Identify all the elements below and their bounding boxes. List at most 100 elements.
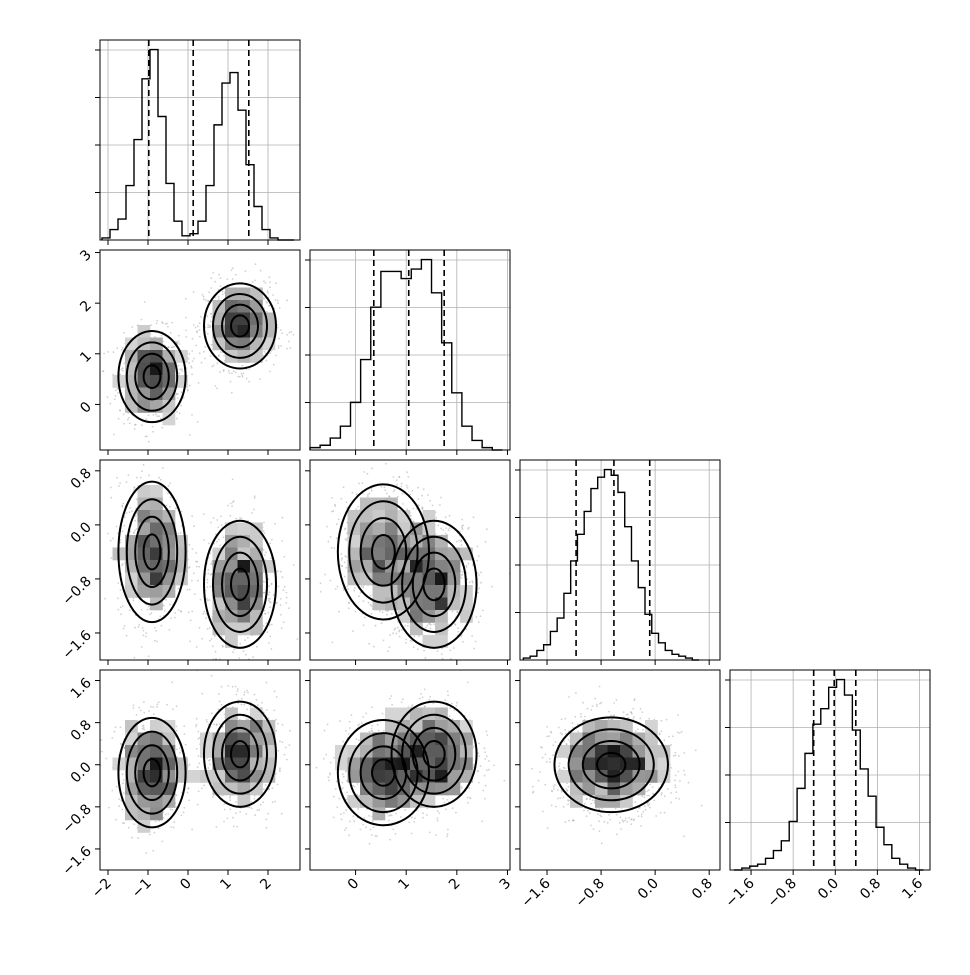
sample-point <box>143 635 145 637</box>
histogram-panel-0 <box>95 40 300 240</box>
sample-point <box>433 624 435 626</box>
sample-point <box>375 625 377 627</box>
sample-point <box>462 525 464 527</box>
sample-point <box>163 604 165 606</box>
sample-point <box>160 479 162 481</box>
sample-point <box>360 592 362 594</box>
sample-point <box>348 602 350 604</box>
sample-point <box>461 544 463 546</box>
sample-point <box>195 345 197 347</box>
sample-point <box>188 358 190 360</box>
sample-point <box>450 650 452 652</box>
sample-point <box>244 639 246 641</box>
sample-point <box>103 353 105 355</box>
sample-point <box>367 494 369 496</box>
sample-point <box>178 372 180 374</box>
sample-point <box>123 423 125 425</box>
sample-point <box>344 576 346 578</box>
sample-point <box>461 577 463 579</box>
sample-point <box>273 364 275 366</box>
sample-point <box>218 298 220 300</box>
sample-point <box>123 628 125 630</box>
sample-point <box>126 481 128 483</box>
sample-point <box>265 301 267 303</box>
sample-point <box>399 636 401 638</box>
sample-point <box>326 526 328 528</box>
sample-point <box>174 612 176 614</box>
sample-point <box>271 624 273 626</box>
sample-point <box>148 475 150 477</box>
sample-point <box>170 497 172 499</box>
sample-point <box>231 269 233 271</box>
sample-point <box>178 365 180 367</box>
sample-point <box>371 605 373 607</box>
sample-point <box>191 580 193 582</box>
sample-point <box>156 320 158 322</box>
sample-point <box>449 527 451 529</box>
sample-point <box>217 527 219 529</box>
sample-point <box>122 605 124 607</box>
sample-point <box>116 477 118 479</box>
sample-point <box>426 689 428 691</box>
sample-point <box>455 624 457 626</box>
sample-point <box>205 613 207 615</box>
sample-point <box>275 355 277 357</box>
sample-point <box>478 555 480 557</box>
sample-point <box>148 655 150 657</box>
sample-point <box>219 545 221 547</box>
sample-point <box>196 331 198 333</box>
sample-point <box>330 536 332 538</box>
sample-point <box>170 618 172 620</box>
sample-point <box>280 345 282 347</box>
sample-point <box>277 302 279 304</box>
sample-point <box>267 612 269 614</box>
sample-point <box>195 561 197 563</box>
sample-point <box>154 627 156 629</box>
sample-point <box>189 385 191 387</box>
sample-point <box>142 627 144 629</box>
sample-point <box>254 280 256 282</box>
sample-point <box>176 393 178 395</box>
sample-point <box>429 500 431 502</box>
sample-point <box>131 326 133 328</box>
sample-point <box>203 613 205 615</box>
sample-point <box>413 508 415 510</box>
sample-point <box>280 329 282 331</box>
sample-point <box>432 505 434 507</box>
sample-point <box>117 388 119 390</box>
sample-point <box>169 482 171 484</box>
sample-point <box>235 274 237 276</box>
sample-point <box>120 589 122 591</box>
sample-point <box>210 313 212 315</box>
sample-point <box>189 589 191 591</box>
sample-point <box>141 319 143 321</box>
sample-point <box>191 367 193 369</box>
sample-point <box>122 503 124 505</box>
sample-point <box>367 473 369 475</box>
sample-point <box>138 624 140 626</box>
sample-point <box>135 424 137 426</box>
sample-point <box>193 572 195 574</box>
sample-point <box>289 332 291 334</box>
sample-point <box>233 648 235 650</box>
sample-point <box>264 613 266 615</box>
sample-point <box>267 290 269 292</box>
sample-point <box>181 391 183 393</box>
sample-point <box>222 291 224 293</box>
sample-point <box>268 642 270 644</box>
sample-point <box>128 417 130 419</box>
sample-point <box>232 479 234 481</box>
sample-point <box>227 279 229 281</box>
sample-point <box>254 497 256 499</box>
sample-point <box>134 627 136 629</box>
sample-point <box>142 467 144 469</box>
sample-point <box>264 298 266 300</box>
sample-point <box>344 528 346 530</box>
sample-point <box>95 604 97 606</box>
sample-point <box>353 590 355 592</box>
sample-point <box>269 276 271 278</box>
sample-point <box>207 333 209 335</box>
sample-point <box>245 654 247 656</box>
histogram-panel-1 <box>305 250 510 450</box>
sample-point <box>348 608 350 610</box>
